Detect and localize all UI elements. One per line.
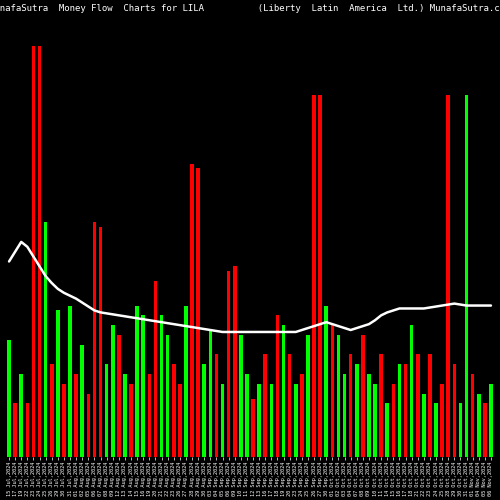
Bar bbox=[154, 281, 158, 458]
Bar bbox=[404, 364, 407, 458]
Bar bbox=[32, 46, 36, 458]
Bar bbox=[62, 384, 66, 458]
Bar bbox=[56, 310, 59, 458]
Bar bbox=[214, 354, 218, 458]
Bar bbox=[136, 306, 139, 458]
Bar bbox=[178, 384, 182, 458]
Bar bbox=[44, 222, 48, 458]
Bar bbox=[477, 394, 480, 458]
Bar bbox=[318, 95, 322, 458]
Bar bbox=[117, 335, 120, 458]
Title: MunafaSutra  Money Flow  Charts for LILA          (Liberty  Latin  America  Ltd.: MunafaSutra Money Flow Charts for LILA (… bbox=[0, 4, 500, 13]
Bar bbox=[227, 272, 230, 458]
Bar bbox=[294, 384, 298, 458]
Bar bbox=[264, 354, 267, 458]
Bar bbox=[86, 394, 90, 458]
Bar bbox=[392, 384, 395, 458]
Bar bbox=[38, 46, 42, 458]
Bar bbox=[123, 374, 127, 458]
Bar bbox=[74, 374, 78, 458]
Bar bbox=[166, 335, 170, 458]
Bar bbox=[380, 354, 383, 458]
Bar bbox=[239, 335, 242, 458]
Bar bbox=[373, 384, 377, 458]
Bar bbox=[361, 335, 364, 458]
Bar bbox=[342, 374, 346, 458]
Bar bbox=[324, 306, 328, 458]
Bar bbox=[202, 364, 206, 458]
Bar bbox=[300, 374, 304, 458]
Bar bbox=[184, 306, 188, 458]
Bar bbox=[428, 354, 432, 458]
Bar bbox=[160, 316, 164, 458]
Bar bbox=[142, 316, 145, 458]
Bar bbox=[20, 374, 23, 458]
Bar bbox=[410, 325, 414, 458]
Bar bbox=[386, 404, 389, 458]
Bar bbox=[68, 306, 72, 458]
Bar bbox=[434, 404, 438, 458]
Bar bbox=[422, 394, 426, 458]
Bar bbox=[258, 384, 261, 458]
Bar bbox=[172, 364, 176, 458]
Bar bbox=[105, 364, 108, 458]
Bar bbox=[282, 325, 286, 458]
Bar bbox=[92, 222, 96, 458]
Bar bbox=[306, 335, 310, 458]
Bar bbox=[190, 164, 194, 458]
Bar bbox=[129, 384, 133, 458]
Bar bbox=[349, 354, 352, 458]
Bar bbox=[233, 266, 236, 458]
Bar bbox=[440, 384, 444, 458]
Bar bbox=[270, 384, 273, 458]
Bar bbox=[196, 168, 200, 458]
Bar bbox=[458, 404, 462, 458]
Bar bbox=[398, 364, 402, 458]
Bar bbox=[464, 95, 468, 458]
Bar bbox=[80, 344, 84, 458]
Bar bbox=[7, 340, 11, 458]
Bar bbox=[330, 325, 334, 458]
Bar bbox=[251, 398, 255, 458]
Bar bbox=[367, 374, 371, 458]
Bar bbox=[208, 330, 212, 458]
Bar bbox=[355, 364, 358, 458]
Bar bbox=[483, 404, 486, 458]
Bar bbox=[446, 95, 450, 458]
Bar bbox=[245, 374, 249, 458]
Bar bbox=[111, 325, 114, 458]
Bar bbox=[220, 384, 224, 458]
Bar bbox=[98, 227, 102, 458]
Bar bbox=[336, 335, 340, 458]
Bar bbox=[50, 364, 53, 458]
Bar bbox=[471, 374, 474, 458]
Bar bbox=[288, 354, 292, 458]
Bar bbox=[416, 354, 420, 458]
Bar bbox=[489, 384, 493, 458]
Bar bbox=[14, 404, 17, 458]
Bar bbox=[452, 364, 456, 458]
Bar bbox=[148, 374, 151, 458]
Bar bbox=[276, 316, 280, 458]
Bar bbox=[312, 95, 316, 458]
Bar bbox=[26, 404, 29, 458]
